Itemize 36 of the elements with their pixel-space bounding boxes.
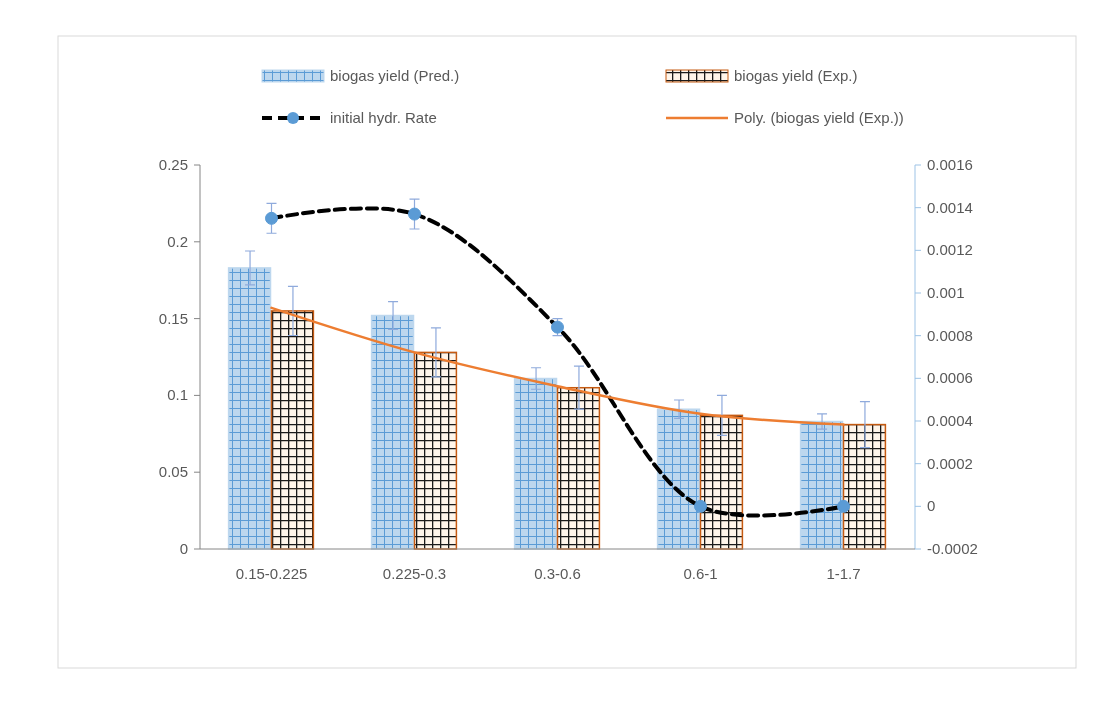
x-tick-label: 0.225-0.3 <box>382 565 447 582</box>
y-tick-label: 0.1 <box>167 386 188 404</box>
bar <box>799 420 844 550</box>
bar <box>227 267 272 550</box>
y-tick-label: 0.25 <box>158 156 188 173</box>
y2-tick-label: 0.0008 <box>927 326 973 344</box>
y-tick-label: 0.2 <box>167 232 188 250</box>
bar <box>842 423 887 550</box>
y-tick-label: 0.05 <box>158 463 188 481</box>
y2-tick-label: 0.0014 <box>927 198 973 216</box>
x-tick-label: 0.15-0.225 <box>235 565 308 582</box>
y2-tick-label: 0 <box>927 497 936 515</box>
y2-tick-label: 0.0002 <box>927 454 973 472</box>
y2-tick-label: 0.001 <box>927 284 965 301</box>
bar <box>556 386 601 550</box>
bar <box>270 310 315 550</box>
line-series <box>270 306 845 426</box>
y2-tick-label: 0.0006 <box>927 369 973 387</box>
x-tick-label: 0.3-0.6 <box>534 565 581 582</box>
y2-tick-label: 0.0004 <box>927 412 973 429</box>
legend-label: biogas yield (Pred.) <box>330 67 460 84</box>
y2-tick-label: 0.0016 <box>927 156 973 173</box>
y2-tick-label: 0.0012 <box>927 241 973 259</box>
y2-tick-label: -0.0002 <box>927 540 978 557</box>
x-tick-label: 1-1.7 <box>826 565 861 582</box>
bar <box>370 314 415 550</box>
y-tick-label: 0 <box>179 540 188 557</box>
legend-label: initial hydr. Rate <box>330 109 437 126</box>
legend-label: biogas yield (Exp.) <box>734 67 858 84</box>
legend-label: Poly. (biogas yield (Exp.)) <box>734 109 904 126</box>
bar <box>699 414 744 550</box>
bar <box>656 408 701 550</box>
y-tick-label: 0.15 <box>158 309 188 327</box>
bar <box>513 377 558 550</box>
bar <box>413 351 458 550</box>
x-tick-label: 0.6-1 <box>683 565 718 582</box>
